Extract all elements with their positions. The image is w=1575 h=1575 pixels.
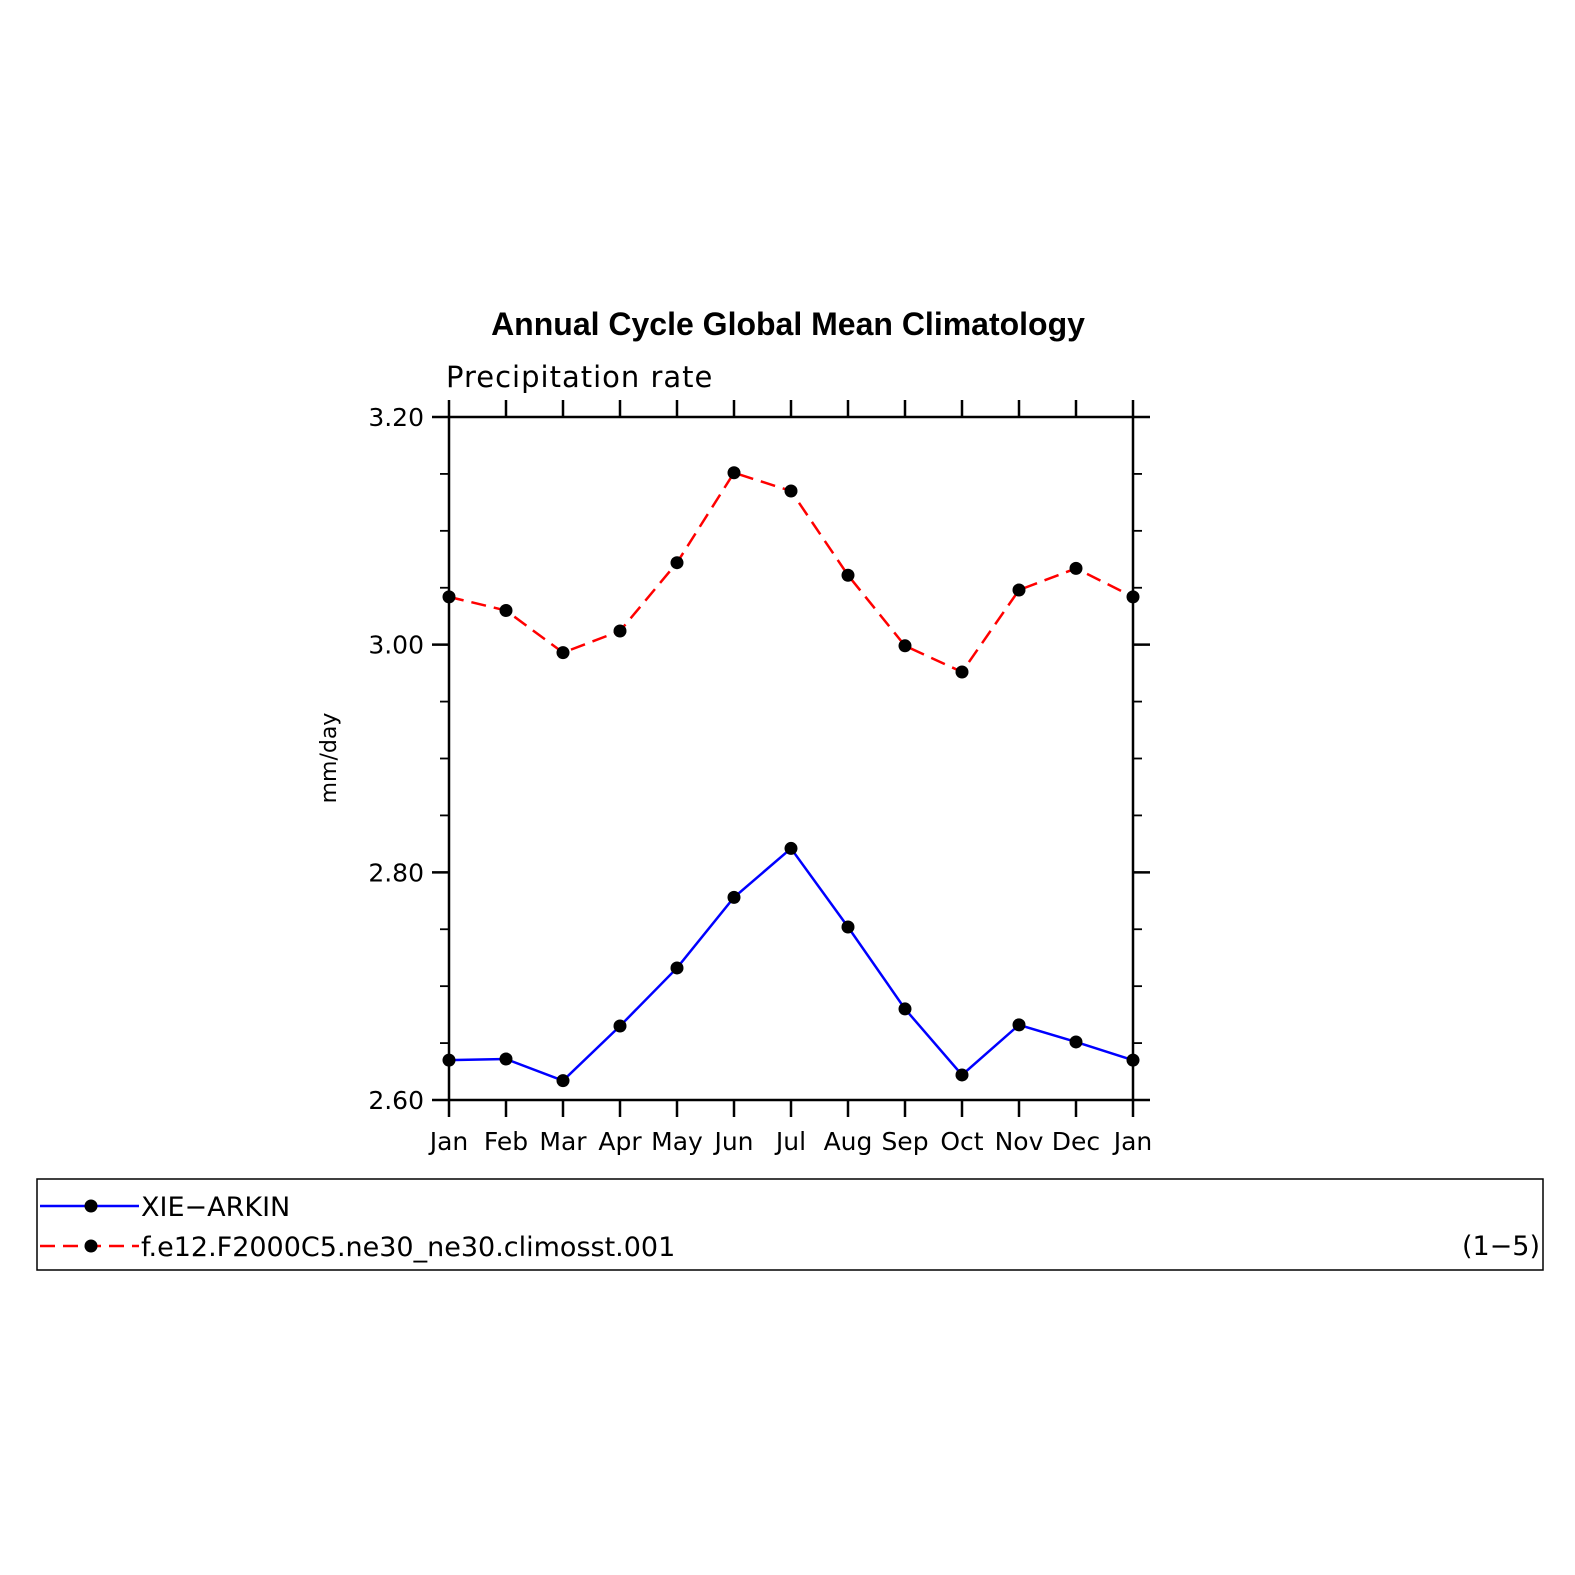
series-0-point [727,890,741,904]
series-1-point [1126,590,1140,604]
x-tick-label: Sep [881,1127,928,1156]
x-tick-label: Aug [824,1127,873,1156]
series-0-point [784,841,798,855]
series-1-point [1069,561,1083,575]
series-1-point [499,604,513,618]
series-0-point [898,1002,912,1016]
series-0-point [670,961,684,975]
series-1-point [727,466,741,480]
x-tick-label: Jun [712,1127,753,1156]
plot-area: Jan Feb Mar Apr May Jun Jul Aug Sep Oct Nov Dec Jan … [368,400,1152,1156]
x-tick-label: May [651,1127,703,1156]
legend-label-0: XIE−ARKIN [141,1192,290,1223]
series-1-point [1012,583,1026,597]
series-1-point [556,646,570,660]
y-axis-label: mm/day [317,713,342,804]
x-tick-label: Jan [1112,1127,1153,1156]
x-tick-labels: Jan Feb Mar Apr May Jun Jul Aug Sep Oct Nov Dec Jan [428,1127,1153,1156]
y-tick-label: 2.80 [368,858,424,887]
series-0-point [499,1052,513,1066]
x-tick-label: Jul [774,1127,806,1156]
legend-box [36,1178,1544,1271]
legend-entries: XIE−ARKIN f.e12.F2000C5.ne30_ne30.climoss… [40,1192,675,1263]
series-1-point [670,556,684,570]
series-0-point [442,1053,456,1067]
legend-label-1: f.e12.F2000C5.ne30_ne30.climosst.001 [141,1232,675,1263]
series-1-point [955,665,969,679]
x-tick-label: Nov [995,1127,1044,1156]
panel-label: (1−5) [1462,1231,1540,1262]
series-1-point [784,484,798,498]
series-0-point [613,1019,627,1033]
y-tick-label: 3.00 [368,631,424,660]
series-1-point [841,568,855,582]
x-tick-label: Feb [484,1127,528,1156]
x-tick-label: Jan [428,1127,469,1156]
legend: XIE−ARKIN f.e12.F2000C5.ne30_ne30.climoss… [36,1178,1544,1271]
x-tick-label: Dec [1052,1127,1100,1156]
x-tick-label: Apr [598,1127,642,1156]
y-tick-label: 2.60 [368,1086,424,1115]
series-layer [442,466,1140,1088]
series-0-point [955,1068,969,1082]
series-0-point [1126,1053,1140,1067]
series-1-point [442,590,456,604]
axis-ticks [432,400,1150,1117]
series-0-point [1069,1035,1083,1049]
y-tick-labels: 2.60 2.80 3.00 3.20 [368,403,424,1115]
legend-marker-1 [84,1239,98,1253]
chart-subtitle: Precipitation rate [446,360,713,394]
x-tick-label: Mar [539,1127,587,1156]
series-0-point [556,1074,570,1088]
series-1-point [613,624,627,638]
x-tick-label: Oct [940,1127,983,1156]
series-1-point [898,639,912,653]
legend-marker-0 [84,1199,98,1213]
series-0-point [841,920,855,934]
series-0-point [1012,1018,1026,1032]
chart-title: Annual Cycle Global Mean Climatology [491,306,1085,342]
y-tick-label: 3.20 [368,403,424,432]
